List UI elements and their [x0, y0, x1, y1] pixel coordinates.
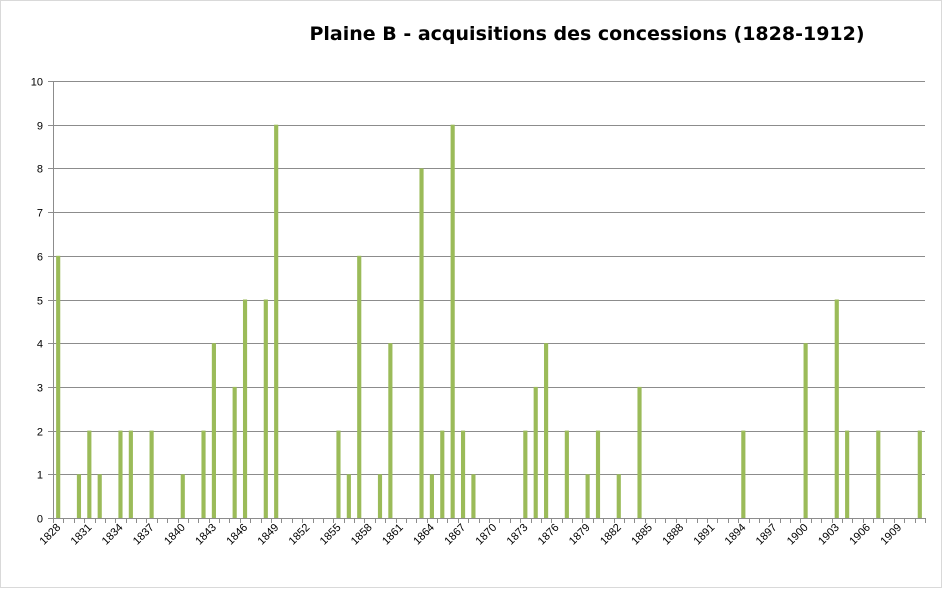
x-tick-labels: 1828 1831 1834 1837 1840 1843 1846 1849 1852 1855… — [38, 522, 905, 548]
x-tick-label: 1870 — [474, 522, 500, 548]
bar-1830 — [76, 474, 82, 518]
x-tick-label: 1900 — [785, 522, 811, 548]
y-tick-label: 2 — [37, 427, 43, 439]
bar-1843 — [211, 343, 216, 518]
x-tick-label: 1873 — [505, 522, 531, 548]
bar-1840 — [180, 474, 185, 518]
bar-1848 — [263, 299, 268, 518]
bar-1880 — [595, 430, 601, 518]
bar-1864 — [429, 474, 434, 518]
x-tick-label: 1837 — [131, 522, 157, 548]
bar-1855 — [336, 430, 341, 518]
y-tick-label: 5 — [37, 296, 43, 308]
y-tick-label: 9 — [37, 121, 43, 133]
bar-1868 — [471, 474, 476, 518]
bar-1849 — [274, 124, 279, 518]
bar-1904 — [834, 299, 839, 518]
x-tick-label: 1855 — [318, 522, 344, 548]
x-tick-label: 1846 — [224, 522, 250, 548]
bar-1837 — [149, 430, 154, 518]
bar-1894 — [741, 430, 746, 518]
bar-1877 — [564, 430, 569, 518]
x-tick-label: 1852 — [287, 522, 313, 548]
y-tick-labels: 0 1 2 3 4 5 6 7 8 9 10 — [31, 77, 43, 526]
y-tick-label: 8 — [37, 164, 43, 176]
bars — [56, 124, 922, 519]
x-tick-label: 1831 — [69, 522, 95, 548]
x-tick-label: 1891 — [692, 522, 718, 548]
bar-1865 — [440, 430, 445, 518]
x-tick-label: 1840 — [162, 522, 188, 548]
bar-1863 — [419, 168, 424, 518]
bar-1912 — [917, 430, 922, 518]
x-tick-label: 1843 — [193, 522, 219, 548]
bar-1856 — [346, 474, 351, 518]
x-tick-label: 1909 — [878, 522, 904, 548]
bar-1882 — [616, 474, 621, 518]
bar-1866 — [450, 124, 455, 518]
x-tick-label: 1849 — [256, 522, 282, 548]
y-tick-label: 1 — [37, 470, 43, 482]
bar-1828 — [56, 255, 61, 519]
chart-title: Plaine B - acquisitions des concessions … — [309, 23, 865, 45]
axes — [48, 81, 926, 523]
bar-1834 — [118, 430, 123, 518]
bar-1846 — [242, 299, 248, 518]
y-tick-label: 7 — [37, 208, 43, 220]
y-tick-label: 6 — [37, 252, 43, 264]
x-tick-label: 1882 — [598, 522, 624, 548]
bar-1835 — [128, 430, 133, 518]
y-tick-label: 3 — [37, 383, 43, 395]
x-tick-label: 1864 — [411, 522, 437, 548]
x-tick-label: 1876 — [536, 522, 562, 548]
x-tick-label: 1828 — [38, 522, 64, 548]
x-tick-label: 1858 — [349, 522, 375, 548]
y-tick-label: 0 — [37, 514, 43, 526]
bar-1845 — [232, 386, 237, 518]
gridlines — [53, 81, 925, 475]
x-tick-label: 1879 — [567, 522, 593, 548]
bar-1901 — [803, 343, 808, 518]
y-tick-label: 4 — [37, 339, 43, 351]
bar-1832 — [97, 474, 102, 518]
x-tick-label: 1897 — [754, 522, 780, 548]
bar-1873 — [523, 430, 528, 518]
bar-1908 — [876, 430, 881, 518]
x-tick-label: 1867 — [442, 522, 468, 548]
x-tick-label: 1888 — [660, 522, 686, 548]
x-tick-label: 1906 — [847, 522, 873, 548]
bar-1857 — [357, 255, 362, 519]
x-tick-label: 1861 — [380, 522, 406, 548]
bar-1905 — [845, 430, 850, 518]
x-tick-label: 1885 — [629, 522, 655, 548]
bar-1884 — [637, 386, 642, 518]
bar-1859 — [377, 474, 383, 518]
bar-1879 — [585, 474, 590, 518]
bar-1875 — [544, 343, 549, 518]
bar-1831 — [87, 430, 92, 518]
y-tick-label: 10 — [31, 77, 43, 89]
bar-1842 — [201, 430, 206, 518]
bar-1867 — [460, 430, 466, 518]
bar-1874 — [533, 386, 538, 518]
x-tick-label: 1903 — [816, 522, 842, 548]
x-tick-label: 1894 — [723, 522, 749, 548]
x-tick-label: 1834 — [100, 522, 126, 548]
bar-1860 — [388, 343, 393, 518]
